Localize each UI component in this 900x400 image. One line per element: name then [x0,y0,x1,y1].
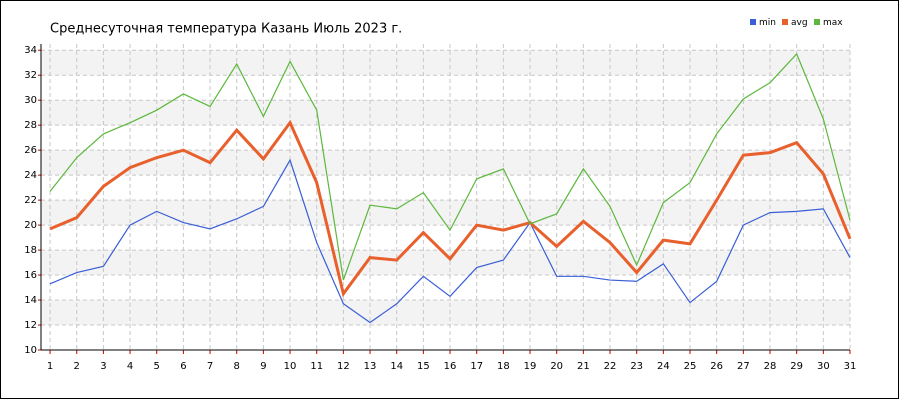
x-tick-label: 15 [417,361,430,372]
legend-label: avg [791,18,808,28]
y-tick-label: 32 [24,70,37,81]
x-tick-label: 4 [127,361,133,372]
x-tick-label: 19 [524,361,537,372]
band [41,200,850,226]
y-tick-label: 10 [24,345,37,356]
y-tick-label: 22 [24,195,37,206]
x-tick-label: 13 [364,361,377,372]
x-tick-label: 17 [470,361,483,372]
x-tick-label: 24 [657,361,670,372]
y-tick-label: 14 [24,295,37,306]
x-tick-label: 31 [844,361,857,372]
x-tick-label: 9 [260,361,266,372]
x-tick-label: 3 [100,361,106,372]
y-tick-label: 12 [24,320,37,331]
x-tick-label: 29 [790,361,803,372]
legend-label: min [759,18,776,28]
x-tick-label: 14 [390,361,403,372]
legend: min avg max [750,18,843,28]
x-tick-label: 23 [630,361,643,372]
band [41,300,850,326]
y-tick-label: 20 [24,220,37,231]
x-tick-label: 18 [497,361,510,372]
y-tick-label: 16 [24,270,37,281]
y-tick-label: 34 [24,45,37,56]
series-line [49,52,851,281]
x-tick-label: 5 [154,361,160,372]
series-line [49,119,852,298]
y-tick-label: 24 [24,170,37,181]
lines [49,52,852,324]
x-tick-label: 11 [310,361,323,372]
x-tick-label: 8 [234,361,240,372]
x-tick-label: 10 [284,361,297,372]
x-tick-label: 20 [550,361,563,372]
x-tick-label: 7 [207,361,213,372]
x-tick-label: 12 [337,361,350,372]
series-line [49,158,851,324]
x-tick-label: 22 [604,361,617,372]
band [41,150,850,176]
band [41,50,850,76]
x-tick-label: 26 [710,361,723,372]
y-tick-label: 26 [24,145,37,156]
band [41,100,850,126]
x-tick-label: 27 [737,361,750,372]
legend-label: max [823,18,843,28]
x-tick-label: 16 [444,361,457,372]
x-tick-label: 2 [74,361,80,372]
x-tick-label: 28 [764,361,777,372]
chart-title: Среднесуточная температура Казань Июль 2… [50,22,402,37]
y-tick-label: 28 [24,120,37,131]
x-tick-label: 1 [47,361,53,372]
x-tick-label: 21 [577,361,590,372]
y-tick-label: 18 [24,245,37,256]
x-tick-label: 30 [817,361,830,372]
y-tick-label: 30 [24,95,37,106]
legend-swatch [750,19,756,25]
x-tick-label: 6 [180,361,186,372]
legend-swatch [814,19,820,25]
x-tick-label: 25 [684,361,697,372]
legend-swatch [782,19,788,25]
